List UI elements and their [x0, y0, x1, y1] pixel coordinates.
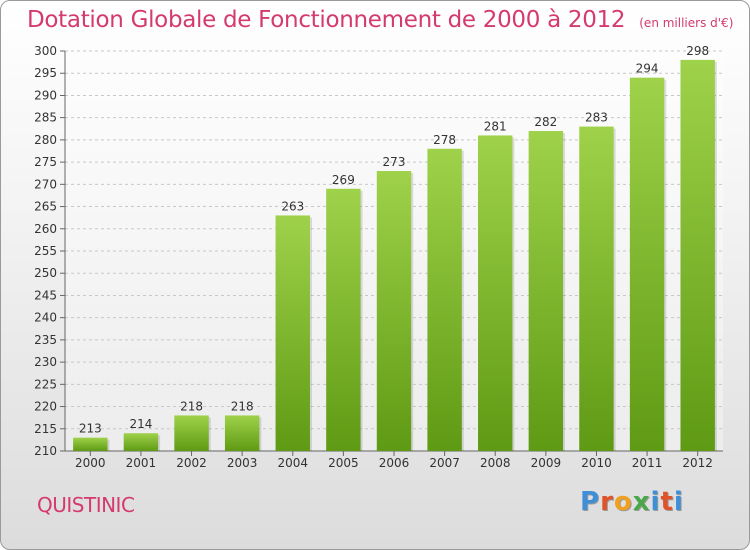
y-tick-label: 260	[34, 222, 57, 236]
chart-title: Dotation Globale de Fonctionnement de 20…	[27, 7, 733, 33]
logo-letter: P	[580, 487, 601, 517]
y-tick-label: 230	[34, 355, 57, 369]
bar	[528, 131, 564, 451]
y-tick-label: 255	[34, 244, 57, 258]
bar	[275, 215, 310, 451]
logo-letter: i	[673, 487, 684, 517]
bar-value-label: 294	[636, 62, 659, 76]
bar-value-label: 214	[129, 417, 152, 431]
logo-letter: o	[613, 487, 633, 517]
x-tick-label: 2000	[75, 456, 106, 470]
bar	[478, 135, 513, 451]
bar	[73, 437, 108, 451]
bar-value-label: 218	[231, 399, 254, 413]
bar	[579, 126, 614, 452]
bar-value-label: 278	[433, 133, 456, 147]
x-tick-label: 2010	[581, 456, 612, 470]
chart-subtitle: (en milliers d'€)	[639, 16, 734, 30]
bar-value-label: 269	[332, 173, 355, 187]
logo-letter: i	[650, 487, 661, 517]
y-tick-label: 240	[34, 311, 57, 325]
bar	[326, 188, 361, 451]
x-tick-label: 2003	[227, 456, 258, 470]
bar	[224, 415, 260, 451]
bar-value-label: 218	[180, 399, 203, 413]
x-tick-label: 2011	[632, 456, 663, 470]
bar	[123, 433, 159, 451]
y-tick-label: 250	[34, 266, 57, 280]
bar-value-label: 282	[534, 115, 557, 129]
y-tick-label: 290	[34, 88, 57, 102]
logo-letter: t	[660, 487, 674, 517]
y-tick-label: 295	[34, 66, 57, 80]
y-tick-label: 215	[34, 422, 57, 436]
y-tick-label: 280	[34, 133, 57, 147]
x-tick-label: 2002	[176, 456, 207, 470]
x-tick-label: 2005	[328, 456, 359, 470]
y-tick-label: 275	[34, 155, 57, 169]
commune-name: QUISTINIC	[37, 493, 135, 517]
chart-title-text: Dotation Globale de Fonctionnement de 20…	[27, 7, 626, 33]
y-tick-label: 225	[34, 377, 57, 391]
bar-value-label: 263	[281, 199, 304, 213]
y-tick-label: 235	[34, 333, 57, 347]
x-tick-label: 2009	[531, 456, 562, 470]
bar	[376, 171, 412, 451]
bar-value-label: 213	[79, 422, 102, 436]
bar-value-label: 273	[383, 155, 406, 169]
y-tick-label: 270	[34, 177, 57, 191]
y-tick-label: 220	[34, 400, 57, 414]
logo-letter: r	[600, 487, 614, 517]
proxiti-logo: Proxiti	[580, 487, 684, 517]
bar-value-label: 283	[585, 111, 608, 125]
y-tick-label: 210	[34, 444, 57, 458]
bar	[427, 148, 462, 451]
bar	[629, 77, 665, 452]
bar	[174, 415, 209, 451]
y-tick-label: 300	[34, 44, 57, 58]
y-tick-label: 245	[34, 288, 57, 302]
logo-letter: x	[632, 487, 651, 517]
x-tick-label: 2012	[682, 456, 713, 470]
bar-value-label: 298	[686, 44, 709, 58]
bar-value-label: 281	[484, 119, 507, 133]
y-tick-label: 285	[34, 111, 57, 125]
x-tick-label: 2001	[126, 456, 157, 470]
bar	[680, 59, 715, 452]
y-tick-label: 265	[34, 200, 57, 214]
x-tick-label: 2007	[429, 456, 460, 470]
x-tick-label: 2008	[480, 456, 511, 470]
x-tick-label: 2004	[277, 456, 308, 470]
x-tick-label: 2006	[379, 456, 410, 470]
